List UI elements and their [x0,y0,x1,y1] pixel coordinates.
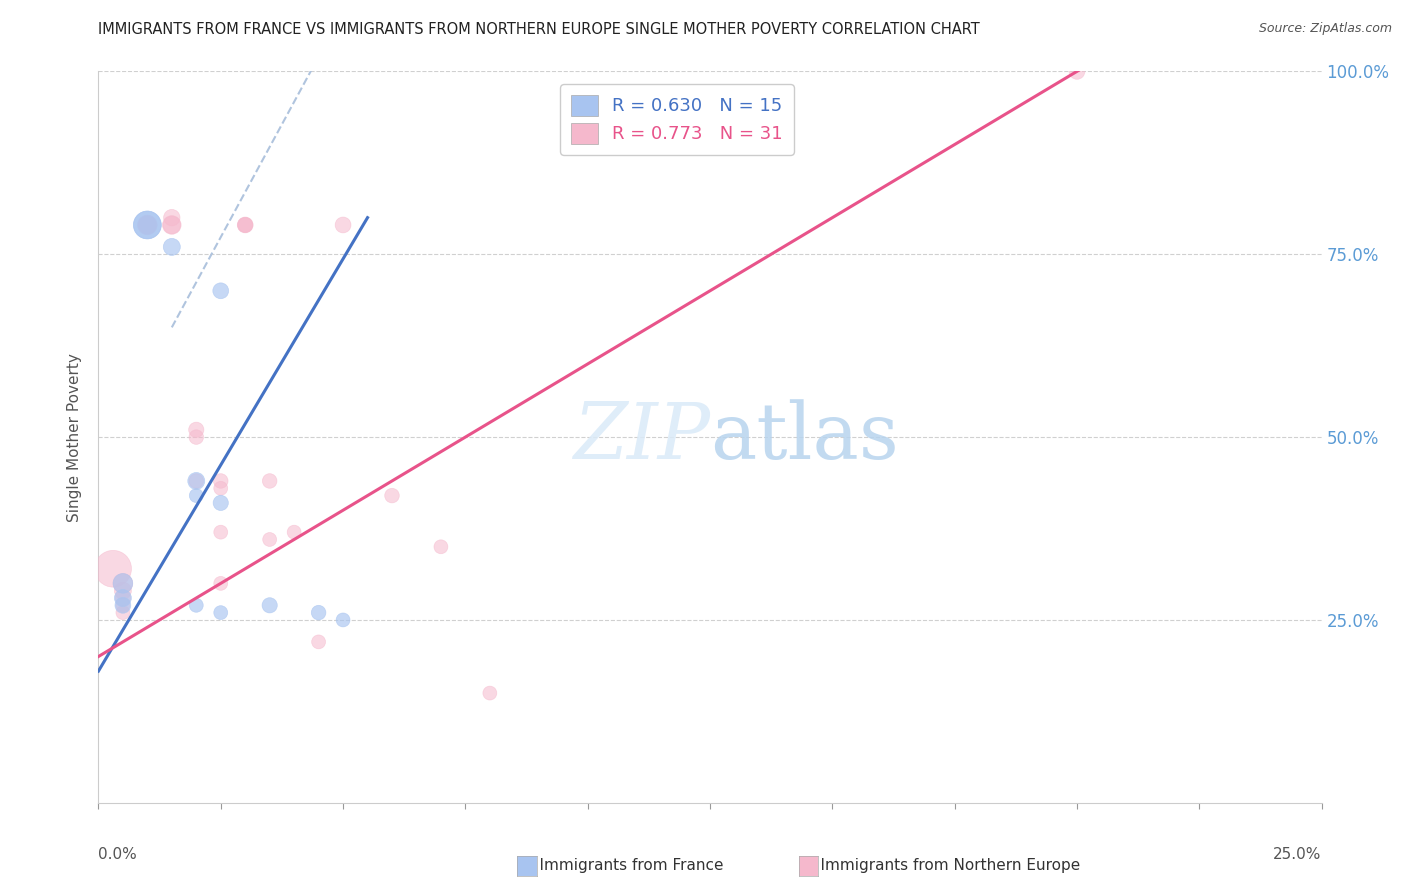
Point [1066,64,1088,78]
Point [136,218,159,232]
Point [332,613,354,627]
Point [186,474,208,488]
Point [111,591,134,605]
Text: 0.0%: 0.0% [98,847,138,862]
Point [136,218,159,232]
Point [259,533,281,547]
Point [209,576,232,591]
Point [101,562,124,576]
Text: ZIP: ZIP [572,399,710,475]
Point [160,218,183,232]
Text: Source: ZipAtlas.com: Source: ZipAtlas.com [1258,22,1392,36]
Y-axis label: Single Mother Poverty: Single Mother Poverty [67,352,83,522]
Point [136,218,159,232]
Point [111,583,134,598]
Point [160,218,183,232]
Point [186,430,208,444]
Point [430,540,453,554]
Point [209,525,232,540]
Point [381,489,404,503]
Point [283,525,305,540]
Text: IMMIGRANTS FROM FRANCE VS IMMIGRANTS FROM NORTHERN EUROPE SINGLE MOTHER POVERTY : IMMIGRANTS FROM FRANCE VS IMMIGRANTS FRO… [98,22,980,37]
Text: atlas: atlas [710,400,898,475]
Point [186,489,208,503]
Point [136,218,159,232]
Text: Immigrants from France: Immigrants from France [520,858,724,872]
Point [308,635,330,649]
Point [111,576,134,591]
Point [186,423,208,437]
Point [111,599,134,613]
Point [209,606,232,620]
Point [233,218,256,232]
Point [209,481,232,495]
Point [308,606,330,620]
Point [259,599,281,613]
Point [209,474,232,488]
Legend: R = 0.630   N = 15, R = 0.773   N = 31: R = 0.630 N = 15, R = 0.773 N = 31 [560,84,794,154]
Point [160,211,183,225]
Point [186,599,208,613]
Point [478,686,501,700]
Point [111,591,134,605]
Text: Immigrants from Northern Europe: Immigrants from Northern Europe [801,858,1081,872]
Point [111,606,134,620]
Point [186,474,208,488]
Point [332,218,354,232]
Point [209,284,232,298]
Point [209,496,232,510]
Point [160,240,183,254]
Point [233,218,256,232]
Text: 25.0%: 25.0% [1274,847,1322,862]
Point [136,218,159,232]
Point [111,599,134,613]
Point [111,576,134,591]
Point [233,218,256,232]
Point [259,474,281,488]
